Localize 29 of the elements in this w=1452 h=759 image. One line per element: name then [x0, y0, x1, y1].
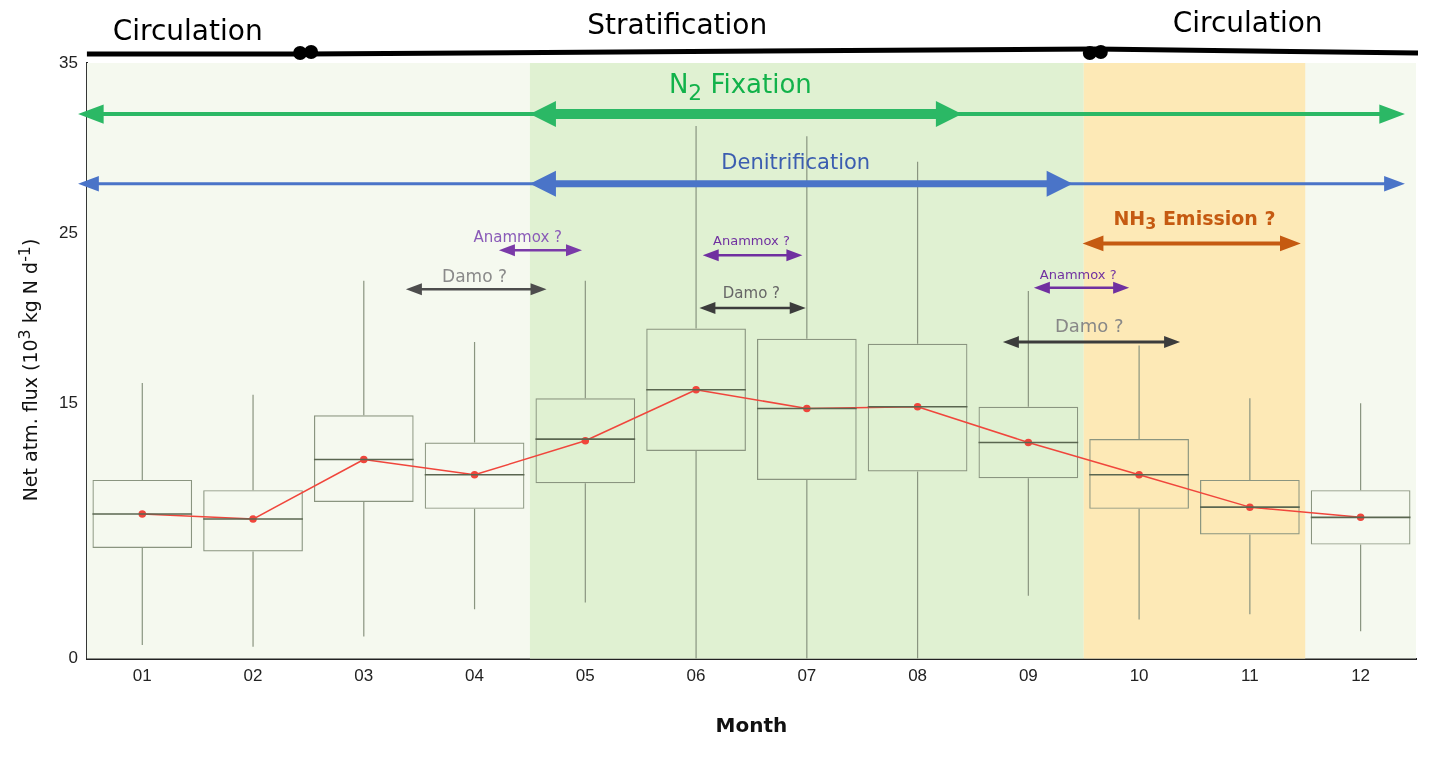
annotation: Anammox ?	[473, 227, 563, 246]
annotation: Damo ?	[442, 265, 507, 286]
x-tick-label: 07	[797, 666, 817, 686]
x-tick-label: 05	[575, 666, 595, 686]
annotation: Anammox ?	[1039, 266, 1117, 282]
x-tick-label: 08	[908, 666, 928, 686]
annotation: Damo ?	[1054, 314, 1124, 336]
text: Circulation	[112, 13, 263, 47]
x-tick-label: 09	[1018, 666, 1038, 686]
y-tick-label: 25	[58, 222, 78, 242]
x-tick-label: 06	[686, 666, 706, 686]
y-tick-label: 0	[68, 648, 78, 668]
x-tick-label: 11	[1241, 666, 1259, 686]
x-axis-title: Month	[715, 713, 788, 737]
text: Stratification	[587, 7, 768, 41]
annotation: Denitrification	[721, 149, 871, 174]
x-tick-label: 10	[1129, 666, 1149, 686]
x-tick-label: 12	[1351, 666, 1371, 686]
annotation: Anammox ?	[713, 232, 790, 248]
y-tick-label: 35	[58, 52, 78, 72]
annotation: NH$_{3}$ Emission ?	[1113, 206, 1276, 233]
annotation: Damo ?	[722, 283, 781, 302]
annotation: N$_{2}$ Fixation	[668, 69, 812, 105]
x-tick-label: 01	[132, 666, 152, 686]
text: Circulation	[1172, 5, 1323, 39]
y-tick-label: 15	[58, 393, 78, 413]
x-tick-label: 02	[243, 666, 263, 686]
x-tick-label: 04	[465, 666, 485, 686]
x-tick-label: 03	[354, 666, 374, 686]
